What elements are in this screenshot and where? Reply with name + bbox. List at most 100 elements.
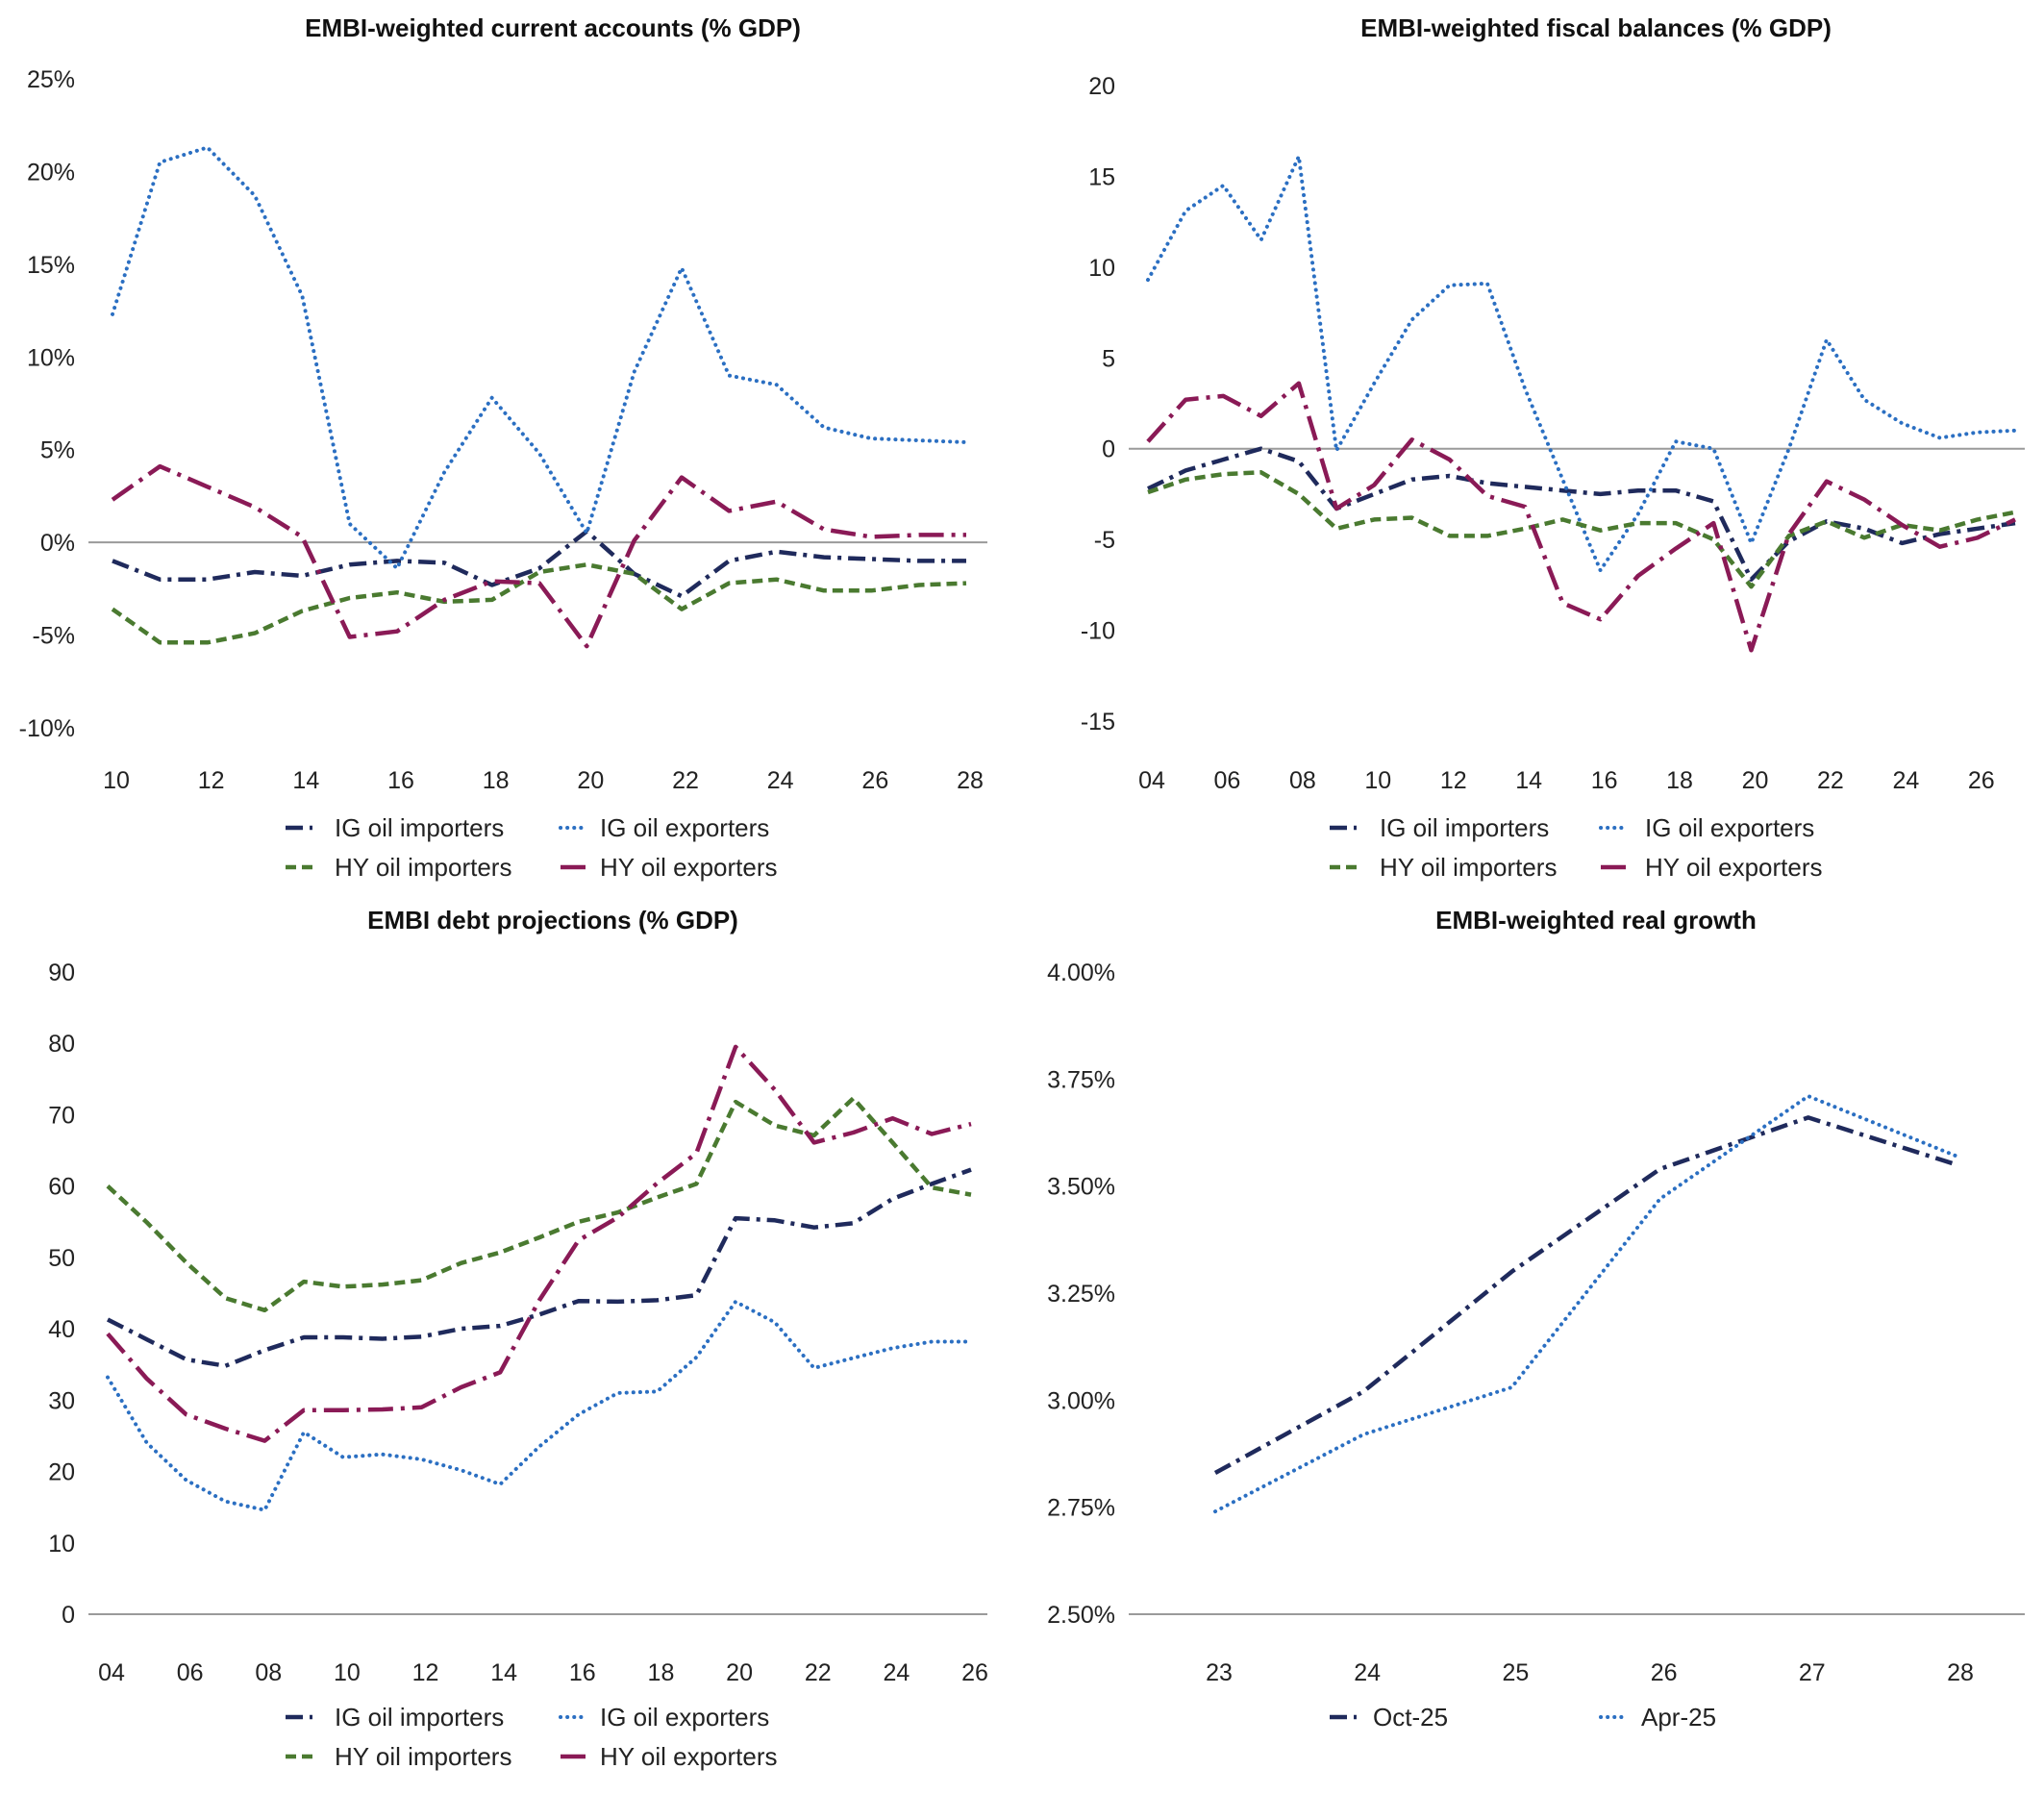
y-tick-label: 20 (1088, 73, 1115, 100)
y-tick-label: 5% (40, 437, 75, 464)
y-tick-label: 60 (48, 1174, 75, 1201)
series-line-ig-oil-importers (1147, 446, 2016, 582)
y-tick-label: 4.00% (1047, 959, 1115, 986)
legend-item[interactable]: HY oil exporters (1601, 853, 1823, 882)
legend-label: Apr-25 (1641, 1703, 1716, 1732)
x-tick-label: 18 (648, 1659, 675, 1686)
legend-label: IG oil importers (335, 1703, 504, 1732)
x-tick-label: 22 (1817, 767, 1844, 794)
legend-label: HY oil importers (335, 853, 511, 882)
y-tick-label: 2.75% (1047, 1495, 1115, 1522)
y-tick-label: 70 (48, 1102, 75, 1129)
x-tick-label: 20 (1742, 767, 1769, 794)
y-tick-label: -10% (19, 715, 75, 742)
series-line-ig-oil-exporters (106, 1299, 973, 1512)
legend-item[interactable]: HY oil importers (1330, 853, 1557, 882)
y-tick-label: 3.25% (1047, 1281, 1115, 1308)
y-tick-label: 3.50% (1047, 1174, 1115, 1201)
legend-item[interactable]: HY oil importers (286, 1742, 511, 1771)
y-tick-label: 0 (1102, 436, 1115, 463)
y-tick-label: -10 (1081, 618, 1115, 645)
legend-label: HY oil importers (335, 1742, 511, 1771)
x-tick-label: 08 (1289, 767, 1316, 794)
x-tick-label: 26 (1651, 1659, 1678, 1686)
series-line-hy-oil-importers (106, 1096, 972, 1313)
legend-item[interactable]: IG oil importers (286, 813, 504, 842)
x-tick-label: 14 (292, 767, 319, 794)
series-line-hy-oil-importers (111, 562, 967, 645)
x-tick-label: 04 (1138, 767, 1165, 794)
legend-item[interactable]: Apr-25 (1599, 1703, 1716, 1732)
legend-item[interactable]: IG oil exporters (1599, 813, 1814, 842)
chart-title: EMBI-weighted fiscal balances (% GDP) (1360, 13, 1832, 42)
series-line-ig-oil-exporters (1146, 154, 2017, 573)
y-tick-label: -5% (33, 623, 75, 650)
legend-label: IG oil exporters (1645, 813, 1814, 842)
x-tick-label: 26 (961, 1659, 988, 1686)
y-tick-label: -15 (1081, 709, 1115, 735)
legend-item[interactable]: IG oil importers (1330, 813, 1549, 842)
x-tick-label: 26 (861, 767, 888, 794)
series-line-oct-25 (1213, 1115, 1957, 1475)
legend-label: HY oil exporters (1645, 853, 1823, 882)
legend-item[interactable]: HY oil exporters (561, 853, 778, 882)
x-tick-label: 12 (198, 767, 225, 794)
x-tick-label: 16 (1591, 767, 1618, 794)
series-line-hy-oil-exporters (106, 1044, 972, 1443)
legend-item[interactable]: Oct-25 (1330, 1703, 1448, 1732)
y-tick-label: -5 (1094, 527, 1115, 554)
x-tick-label: 10 (1364, 767, 1391, 794)
x-tick-label: 14 (490, 1659, 517, 1686)
chart-panel-4: EMBI-weighted real growth 4.00% 3.75% 3.50%… (1047, 906, 2025, 1732)
legend-item[interactable]: IG oil exporters (559, 1703, 769, 1732)
y-tick-label: 3.75% (1047, 1066, 1115, 1093)
y-tick-label: 30 (48, 1387, 75, 1414)
legend-item[interactable]: IG oil importers (286, 1703, 504, 1732)
x-tick-label: 28 (1947, 1659, 1974, 1686)
x-tick-label: 24 (767, 767, 794, 794)
y-tick-label: 15% (27, 252, 75, 279)
series-line-hy-oil-exporters (1146, 381, 2016, 653)
legend-label: HY oil importers (1380, 853, 1557, 882)
y-tick-label: 10 (48, 1531, 75, 1557)
legend-label: IG oil importers (1380, 813, 1549, 842)
y-tick-label: 2.50% (1047, 1602, 1115, 1629)
chart-panel-1: EMBI-weighted current accounts (% GDP) 25… (19, 13, 987, 882)
x-tick-label: 10 (334, 1659, 361, 1686)
y-tick-label: 5 (1102, 345, 1115, 372)
chart-panel-3: EMBI debt projections (% GDP) 90 80 70 60 50 4… (48, 906, 988, 1771)
x-tick-label: 04 (98, 1659, 125, 1686)
series-line-hy-oil-exporters (111, 463, 966, 649)
legend-item[interactable]: HY oil exporters (561, 1742, 778, 1771)
y-tick-label: 3.00% (1047, 1387, 1115, 1414)
x-tick-label: 14 (1515, 767, 1542, 794)
y-tick-label: 20% (27, 159, 75, 186)
x-tick-label: 25 (1502, 1659, 1529, 1686)
y-tick-label: 0 (62, 1602, 75, 1629)
y-tick-label: 25% (27, 66, 75, 93)
y-tick-label: 40 (48, 1316, 75, 1343)
chart-title: EMBI-weighted real growth (1435, 906, 1757, 934)
legend-label: IG oil exporters (600, 1703, 769, 1732)
y-tick-label: 10% (27, 344, 75, 371)
legend-item[interactable]: IG oil exporters (559, 813, 769, 842)
x-tick-label: 18 (1666, 767, 1693, 794)
legend-item[interactable]: HY oil importers (286, 853, 511, 882)
x-tick-label: 16 (569, 1659, 596, 1686)
x-tick-label: 20 (726, 1659, 753, 1686)
series-line-ig-oil-exporters (111, 145, 968, 571)
x-tick-label: 20 (577, 767, 604, 794)
legend-label: IG oil exporters (600, 813, 769, 842)
legend-label: HY oil exporters (600, 853, 778, 882)
y-tick-label: 15 (1088, 163, 1115, 190)
x-tick-label: 10 (103, 767, 130, 794)
y-tick-label: 10 (1088, 255, 1115, 282)
x-tick-label: 16 (387, 767, 414, 794)
y-tick-label: 20 (48, 1459, 75, 1486)
legend-label: IG oil importers (335, 813, 504, 842)
y-tick-label: 50 (48, 1245, 75, 1272)
legend-label: HY oil exporters (600, 1742, 778, 1771)
series-line-apr-25 (1213, 1094, 1958, 1514)
x-tick-label: 08 (255, 1659, 282, 1686)
chart-title: EMBI debt projections (% GDP) (367, 906, 738, 934)
